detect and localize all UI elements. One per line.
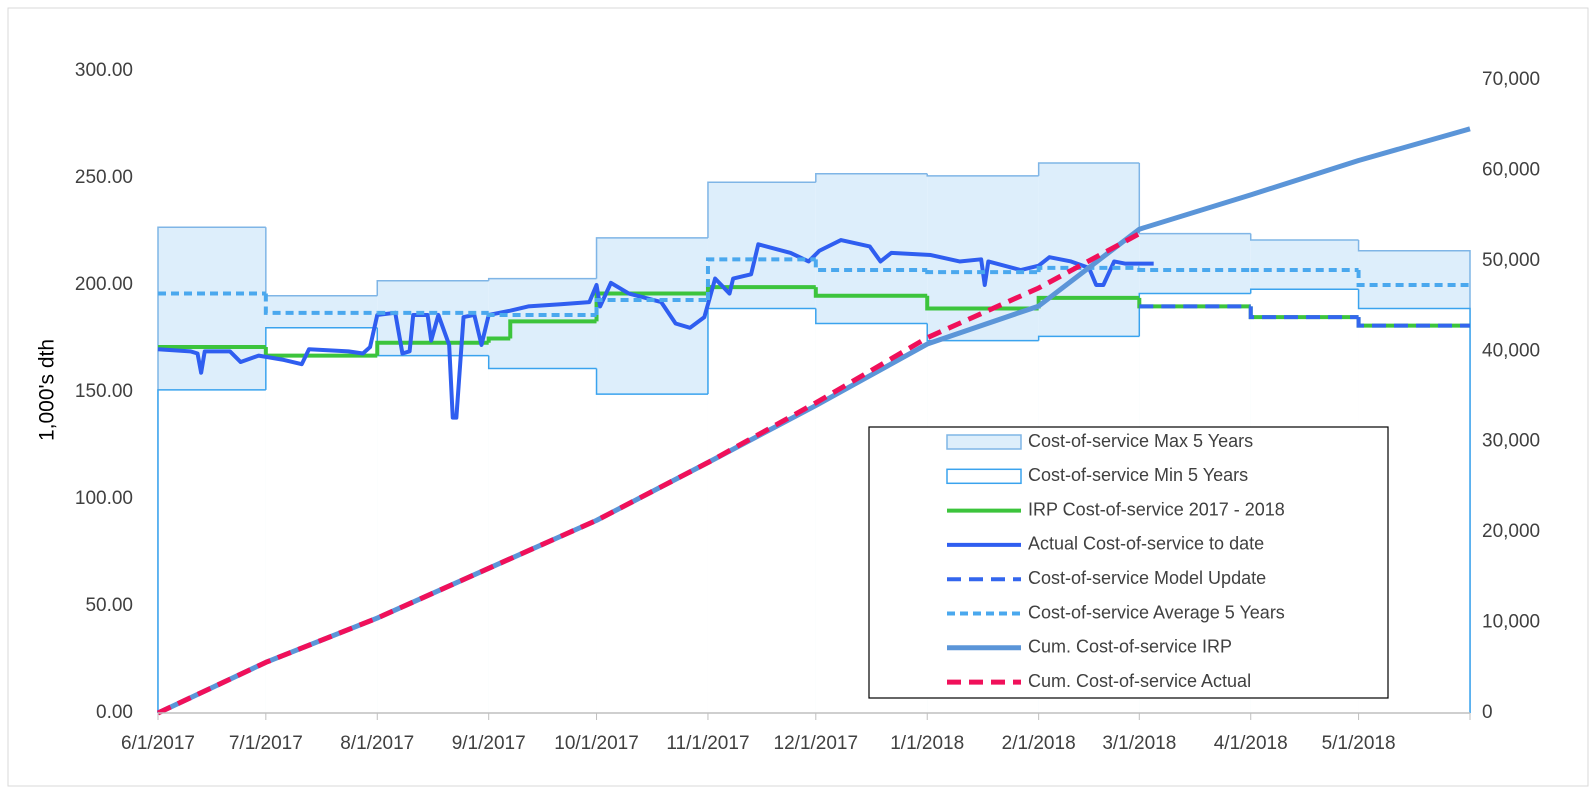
legend-swatch [946, 468, 1022, 485]
x-tick-label: 12/1/2017 [774, 733, 859, 754]
y-axis-label: 1,000's dth [36, 339, 59, 441]
legend-label: IRP Cost-of-service 2017 - 2018 [1028, 499, 1285, 519]
series-line [157, 238, 1154, 420]
step-segment [375, 340, 489, 356]
area-edge [707, 181, 816, 238]
area-edge [595, 237, 708, 279]
legend-label: Actual Cost-of-service to date [1028, 534, 1264, 554]
legend-label: Cost-of-service Max 5 Years [1028, 431, 1253, 451]
step-segment [508, 319, 597, 339]
step-segment [705, 257, 816, 300]
step-segment [594, 297, 708, 315]
y-tick-label: 300.00 [75, 60, 133, 81]
y-tick-label: 0.00 [96, 702, 133, 723]
legend-label: Cost-of-service Min 5 Years [1028, 465, 1248, 485]
legend-label: Cum. Cost-of-service IRP [1028, 637, 1232, 657]
y2-tick-label: 20,000 [1482, 521, 1540, 542]
area-edge [926, 173, 1039, 177]
step-segment [1356, 270, 1470, 287]
area-edge [1249, 288, 1359, 294]
x-tick-label: 6/1/2017 [121, 733, 195, 754]
area-edge [595, 368, 708, 395]
legend-swatch [946, 434, 1022, 450]
area-segment [158, 389, 266, 713]
step-segment [813, 259, 928, 273]
y2-tick-label: 10,000 [1482, 612, 1540, 633]
y-tick-label: 100.00 [75, 488, 133, 509]
legend-label: Cost-of-service Model Update [1028, 568, 1266, 588]
area-edge [815, 172, 928, 183]
step-segment [1036, 265, 1140, 273]
area-segment [265, 327, 378, 713]
step-segment [705, 285, 816, 294]
step-segment [1137, 267, 1251, 273]
step-segment [486, 336, 511, 343]
step-segment [263, 293, 378, 315]
step-segment [1248, 306, 1359, 320]
y-tick-label: 250.00 [75, 167, 133, 188]
y2-tick-label: 40,000 [1482, 340, 1540, 361]
area-segment [488, 368, 597, 713]
y-tick-label: 150.00 [75, 381, 133, 402]
x-tick-label: 5/1/2018 [1322, 733, 1396, 754]
legend-label: Cum. Cost-of-service Actual [1028, 671, 1251, 691]
area-edge [1037, 335, 1140, 341]
area-edge [926, 323, 1039, 342]
area-edge [487, 277, 597, 281]
y2-tick-label: 30,000 [1482, 431, 1540, 452]
y2-tick-label: 0 [1482, 702, 1493, 723]
x-tick-label: 8/1/2017 [340, 733, 414, 754]
area-edge [1037, 162, 1140, 176]
area-edge [157, 389, 266, 713]
area-edge [1138, 292, 1251, 337]
step-segment [1356, 317, 1470, 328]
step-segment [486, 312, 597, 317]
area-edge [376, 279, 489, 296]
step-segment [813, 287, 928, 298]
y2-tick-label: 50,000 [1482, 250, 1540, 271]
x-tick-label: 10/1/2017 [554, 733, 639, 754]
area-segment [707, 308, 816, 713]
area-edge [815, 308, 928, 325]
x-tick-label: 9/1/2017 [452, 733, 526, 754]
y2-tick-label: 70,000 [1482, 69, 1540, 90]
x-tick-label: 3/1/2018 [1102, 733, 1176, 754]
area-edge [1249, 233, 1359, 241]
x-tick-label: 1/1/2018 [890, 733, 964, 754]
y-tick-label: 50.00 [85, 595, 133, 616]
x-tick-label: 11/1/2017 [666, 733, 749, 754]
legend: Cost-of-service Max 5 Years Cost-of-servi… [868, 426, 1389, 699]
area-edge [1138, 163, 1251, 235]
legend-label: Cost-of-service Average 5 Years [1028, 602, 1285, 622]
area-segment [596, 394, 708, 713]
x-tick-label: 2/1/2018 [1002, 733, 1076, 754]
area-segment [377, 355, 489, 713]
step-segment [925, 270, 1039, 275]
area-edge [1357, 289, 1471, 713]
x-tick-label: 7/1/2017 [229, 733, 303, 754]
area-edge [487, 355, 597, 370]
x-tick-label: 4/1/2018 [1214, 733, 1288, 754]
step-segment [925, 295, 1039, 311]
series-line [156, 231, 1141, 716]
area-edge [265, 327, 378, 390]
y2-tick-label: 60,000 [1482, 159, 1540, 180]
y-tick-label: 200.00 [75, 274, 133, 295]
